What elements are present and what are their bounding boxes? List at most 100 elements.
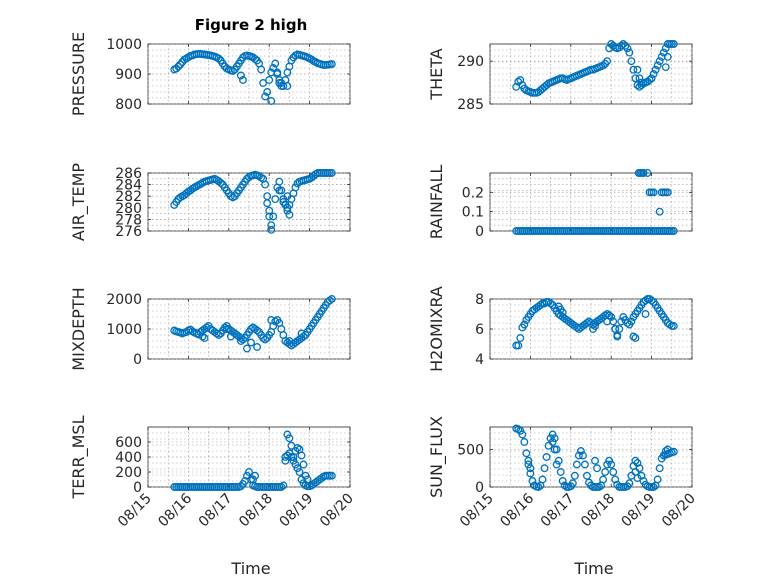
y-tick-label: 800 <box>115 97 142 113</box>
data-point <box>625 48 634 57</box>
data-point <box>265 76 274 84</box>
data-point <box>257 65 266 74</box>
data-point <box>524 460 533 469</box>
data-point <box>214 54 223 63</box>
data-point <box>637 81 646 90</box>
data-point <box>556 468 565 476</box>
data-point <box>526 464 535 473</box>
data-point <box>611 475 620 484</box>
y-tick-label: 282 <box>115 189 142 205</box>
x-tick-label: 08/18 <box>578 491 618 531</box>
data-point <box>291 460 300 469</box>
data-point <box>663 445 672 454</box>
data-point <box>228 67 237 75</box>
data-point <box>261 180 270 189</box>
data-point <box>327 295 336 303</box>
data-point <box>663 188 672 197</box>
data-point <box>546 299 555 308</box>
data-point <box>570 471 579 480</box>
data-point <box>661 63 670 72</box>
data-point <box>516 426 525 435</box>
data-point <box>275 186 284 195</box>
data-point <box>659 48 668 57</box>
data-point <box>639 477 648 485</box>
data-point <box>631 74 640 83</box>
data-point <box>243 344 251 353</box>
data-point <box>603 460 612 469</box>
data-point <box>639 169 648 177</box>
y-tick-label: 276 <box>115 224 142 240</box>
data-point <box>283 192 292 201</box>
x-axis-label-right: Time <box>573 559 613 578</box>
y-tick-label: 600 <box>115 435 142 451</box>
data-point <box>613 331 622 339</box>
y-tick-label: 8 <box>475 292 484 308</box>
data-point <box>202 323 211 332</box>
data-point <box>194 330 203 339</box>
data-point <box>520 84 529 93</box>
data-point <box>261 92 270 101</box>
data-point <box>325 296 334 305</box>
panel-h2omixra: 4 6 8 H2OMIXRA <box>427 286 693 372</box>
data-point <box>265 206 274 215</box>
data-point <box>655 464 664 473</box>
figure-title: Figure 2 high <box>195 16 308 34</box>
data-point <box>267 316 276 324</box>
data-point <box>601 468 610 476</box>
y-axis-label: AIR_TEMP <box>69 163 89 241</box>
data-point <box>659 451 668 460</box>
x-tick-label: 08/19 <box>619 491 659 531</box>
data-point <box>253 326 262 335</box>
data-points <box>512 295 678 350</box>
data-point <box>619 40 628 48</box>
data-point <box>595 483 604 491</box>
data-point <box>609 468 618 476</box>
data-point <box>297 451 306 460</box>
data-point <box>214 331 223 339</box>
data-point <box>534 483 543 491</box>
y-tick-label: 278 <box>115 212 142 228</box>
y-tick-label: 0 <box>475 224 484 240</box>
data-point <box>633 474 642 482</box>
data-point <box>327 60 336 69</box>
data-point <box>669 322 678 330</box>
data-point <box>580 460 589 469</box>
data-point <box>269 64 278 72</box>
data-point <box>637 471 646 480</box>
data-point <box>212 329 221 338</box>
data-point <box>651 65 660 74</box>
data-point <box>554 456 563 465</box>
data-point <box>303 475 312 484</box>
panel-sun_flux: 0 500 SUN_FLUX 08/15 08/16 08/17 08/18 08/19 08/… <box>427 416 699 530</box>
data-point <box>568 479 577 488</box>
data-point <box>524 456 533 465</box>
data-point <box>238 76 247 84</box>
x-tick-label: 08/19 <box>277 491 317 531</box>
x-tick-label: 08/17 <box>196 491 236 531</box>
data-point <box>269 212 278 221</box>
data-points <box>512 169 678 235</box>
data-point <box>265 212 274 221</box>
data-point <box>623 44 632 53</box>
data-point <box>283 82 292 90</box>
data-points <box>170 430 336 491</box>
data-point <box>238 335 247 344</box>
data-point <box>198 332 207 341</box>
data-point <box>267 225 276 234</box>
y-axis-label: RAINFALL <box>427 165 446 240</box>
y-axis-label: SUN_FLUX <box>427 416 447 498</box>
data-point <box>263 88 272 96</box>
data-point <box>653 475 662 484</box>
data-point <box>546 434 555 443</box>
data-point <box>222 325 231 333</box>
data-point <box>623 319 632 327</box>
y-tick-label: 1000 <box>106 322 142 338</box>
data-point <box>645 76 654 84</box>
data-point <box>293 179 302 188</box>
x-tick-label: 08/15 <box>115 491 155 531</box>
data-point <box>236 71 245 80</box>
data-point <box>665 320 674 329</box>
data-point <box>273 68 282 77</box>
data-point <box>635 74 644 83</box>
